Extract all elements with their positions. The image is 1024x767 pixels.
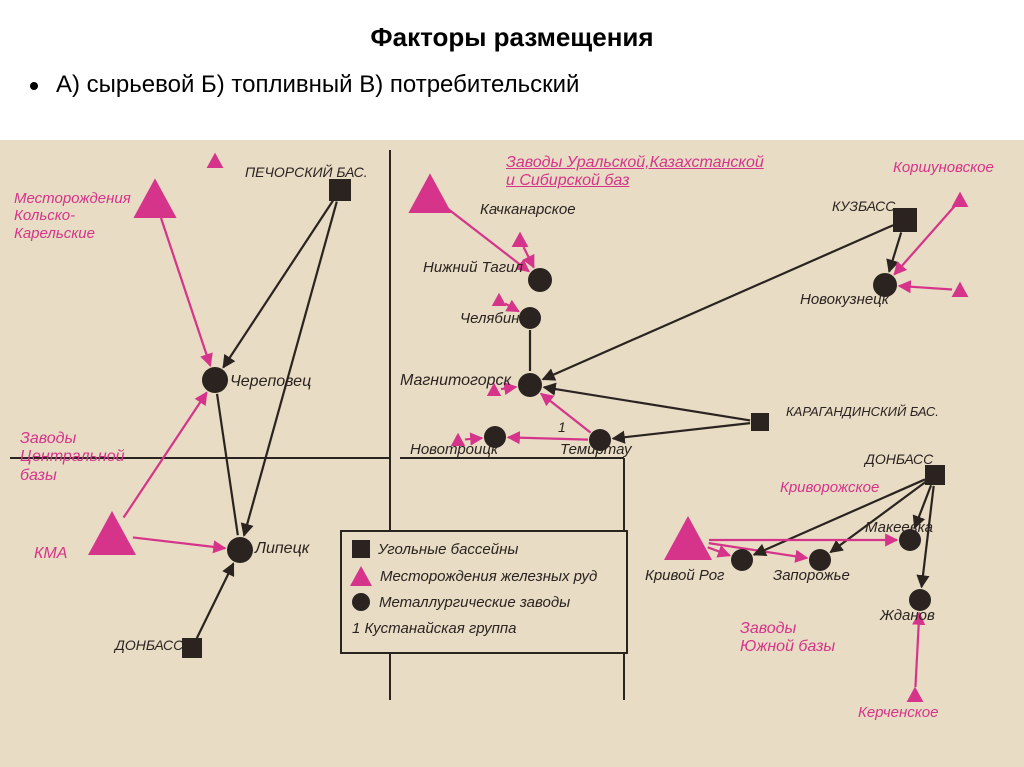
map-label: Криворожское: [780, 480, 879, 497]
ore-triangle: [907, 687, 924, 702]
edge: [613, 423, 750, 438]
ore-triangle: [133, 178, 176, 218]
circle-icon: [351, 592, 371, 612]
ore-triangle: [512, 232, 529, 247]
legend-row-group: 1 Кустанайская группа: [352, 620, 517, 637]
coal-square: [925, 465, 945, 485]
map-label: КУЗБАСС: [832, 199, 895, 214]
map-label: Липецк: [255, 540, 309, 558]
subtitle: А) сырьевой Б) топливный В) потребительс…: [0, 53, 1024, 99]
region-label: МесторожденияКольско-Карельские: [14, 190, 131, 242]
subtitle-text: А) сырьевой Б) топливный В) потребительс…: [56, 71, 579, 98]
map-label: Запорожье: [773, 568, 850, 585]
edge: [544, 387, 750, 420]
edge: [161, 218, 210, 366]
region-label: Заводы Уральской,Казахстанскойи Сибирско…: [506, 154, 764, 191]
ore-triangle: [207, 153, 224, 168]
region-label: КМА: [34, 545, 67, 563]
map-label: Магнитогорск: [400, 372, 511, 390]
map-label: ДОНБАСС: [865, 452, 933, 467]
map-label: Темиртау: [560, 442, 631, 459]
edge: [133, 537, 225, 548]
map-label: Нижний Тагил: [423, 260, 523, 277]
edge: [244, 202, 337, 536]
plant-circle: [202, 367, 228, 393]
region-label: КАРАГАНДИНСКИЙ БАС.: [786, 405, 939, 420]
edge: [217, 394, 238, 535]
map-label: Челябинск: [460, 311, 534, 328]
edge: [465, 438, 482, 439]
page-title: Факторы размещения: [0, 0, 1024, 53]
coal-square: [182, 638, 202, 658]
legend-row-coal: Угольные бассейны: [352, 540, 518, 558]
group-marker-1: 1: [558, 420, 566, 435]
map-label: Жданов: [880, 608, 935, 625]
coal-square: [329, 179, 351, 201]
ore-triangle: [664, 516, 712, 560]
region-label: ЗаводыЦентральнойбазы: [20, 430, 125, 485]
edge: [899, 286, 952, 290]
coal-square: [751, 413, 769, 431]
diagram-map: Угольные бассейны Месторождения железных…: [0, 140, 1024, 767]
square-icon: [352, 540, 370, 558]
map-label: Коршуновское: [893, 160, 994, 177]
legend-ore: Месторождения железных руд: [380, 568, 597, 585]
map-label: Череповец: [230, 373, 311, 391]
legend-row-ore: Месторождения железных руд: [350, 566, 597, 586]
edge: [223, 200, 333, 367]
edge: [889, 232, 901, 271]
edge: [197, 563, 234, 638]
ore-triangle: [492, 293, 506, 306]
legend-plant: Металлургические заводы: [379, 594, 570, 611]
map-label: Керченское: [858, 705, 938, 722]
map-label: ПЕЧОРСКИЙ БАС.: [245, 165, 368, 180]
plant-circle: [731, 549, 753, 571]
edge: [524, 247, 534, 267]
ore-triangle: [408, 173, 451, 213]
edge: [708, 547, 730, 555]
ore-triangle: [88, 511, 136, 555]
legend-row-plant: Металлургические заводы: [351, 592, 570, 612]
edge: [124, 392, 207, 517]
ore-triangle: [952, 282, 969, 297]
region-label: ЗаводыЮжной базы: [740, 620, 835, 657]
triangle-icon: [350, 566, 372, 586]
ore-triangle: [952, 192, 969, 207]
bullet-icon: [30, 82, 38, 90]
edge: [922, 486, 934, 587]
map-label: ДОНБАСС: [115, 638, 183, 653]
edge: [709, 543, 807, 558]
legend-coal: Угольные бассейны: [378, 541, 518, 558]
coal-square: [893, 208, 917, 232]
plant-circle: [227, 537, 253, 563]
plant-circle: [528, 268, 552, 292]
map-label: Макеевка: [865, 520, 933, 537]
edge: [508, 437, 588, 439]
legend-group: 1 Кустанайская группа: [352, 620, 517, 637]
map-label: Новотроицк: [410, 442, 498, 459]
map-label: Кривой Рог: [645, 568, 724, 585]
legend-box: Угольные бассейны Месторождения железных…: [340, 530, 628, 654]
plant-circle: [518, 373, 542, 397]
map-label: Качканарское: [480, 202, 576, 219]
map-label: Новокузнецк: [800, 292, 889, 309]
